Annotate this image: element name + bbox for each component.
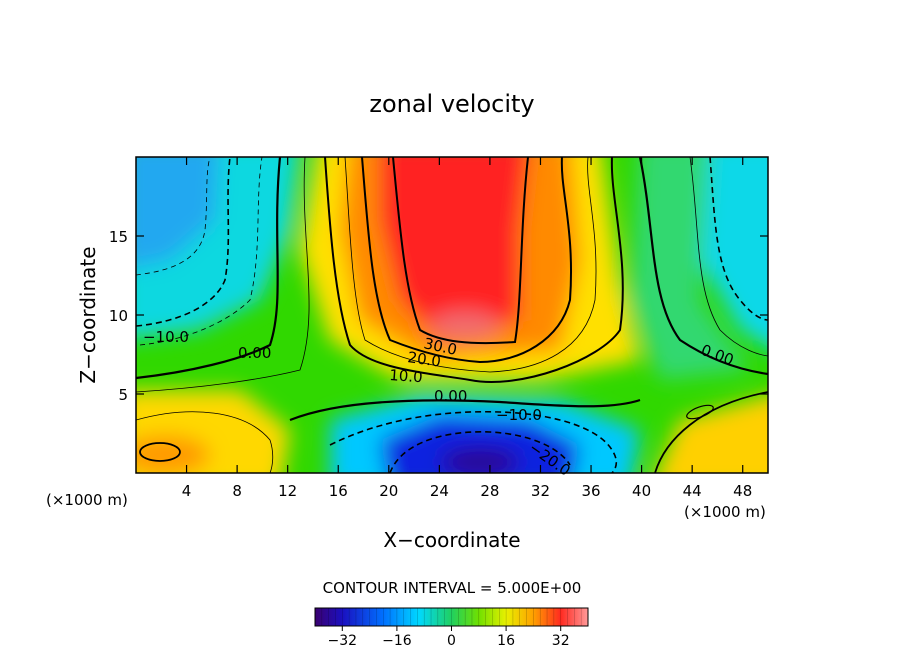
region-red-core bbox=[380, 157, 529, 340]
colorbar-tick-label: −32 bbox=[328, 633, 358, 649]
contour-neg15-left bbox=[136, 157, 211, 276]
colorbar-tick-label: 0 bbox=[447, 633, 456, 649]
region-upper-right-green bbox=[630, 157, 750, 380]
contour-10-col-left bbox=[324, 157, 624, 383]
x-tick-label: 16 bbox=[329, 482, 348, 500]
contour-lower-left-loop bbox=[139, 442, 181, 462]
x-unit-right: (×1000 m) bbox=[684, 503, 766, 521]
contour-field bbox=[136, 157, 768, 473]
contour-label: 10.0 bbox=[389, 366, 424, 386]
contour-neg20-mid bbox=[389, 431, 571, 473]
x-tick-label: 44 bbox=[683, 482, 702, 500]
contour-lower-right-loop bbox=[686, 404, 714, 420]
x-unit-left: (×1000 m) bbox=[46, 491, 128, 509]
colorbar-stripes bbox=[321, 608, 582, 626]
x-tick-label: 12 bbox=[278, 482, 297, 500]
colorbar-tick-label: −16 bbox=[382, 633, 412, 649]
chart-title: zonal velocity bbox=[369, 90, 534, 118]
y-tick-label: 10 bbox=[109, 307, 128, 325]
x-axis-label: X−coordinate bbox=[383, 528, 520, 552]
x-tick-label: 48 bbox=[733, 482, 752, 500]
contour-thin-left-2 bbox=[139, 157, 263, 346]
contour-lower-left-arc bbox=[136, 411, 274, 473]
contour-label: −10.0 bbox=[496, 406, 542, 424]
region-lower-mid-blue bbox=[380, 415, 580, 473]
contour-zero-mid bbox=[289, 398, 641, 422]
contour-thin-col-1 bbox=[344, 157, 597, 373]
contour-thin-left-1 bbox=[136, 157, 310, 393]
colorbar-ticks: −32 −16 0 16 32 bbox=[328, 626, 570, 649]
contour-neg10-right bbox=[709, 157, 768, 321]
contour-zero-left bbox=[136, 157, 282, 380]
x-tick-label: 24 bbox=[430, 482, 449, 500]
x-tick-label: 20 bbox=[379, 482, 398, 500]
y-axis-label: Z−coordinate bbox=[76, 246, 100, 383]
contour-interval-text: CONTOUR INTERVAL = 5.000E+00 bbox=[323, 579, 582, 597]
x-tick-label: 32 bbox=[531, 482, 550, 500]
region-upper-right-cyan bbox=[700, 157, 768, 347]
x-tick-label: 8 bbox=[232, 482, 242, 500]
x-tick-label: 28 bbox=[480, 482, 499, 500]
contour-zero-right bbox=[638, 157, 768, 376]
region-lower-right-yellow bbox=[657, 396, 768, 473]
contour-label: 0.00 bbox=[238, 344, 271, 362]
region-lower-left-orange bbox=[136, 435, 210, 473]
region-upper-left-blue bbox=[136, 157, 219, 267]
contour-label: 0.00 bbox=[434, 387, 467, 405]
contour-thin-right bbox=[689, 157, 768, 357]
region-red-max bbox=[430, 311, 500, 339]
x-tick-label: 40 bbox=[632, 482, 651, 500]
contour-lower-right-arc bbox=[654, 391, 768, 473]
region-lower-mid-min bbox=[440, 448, 520, 473]
contour-label: −10.0 bbox=[143, 328, 189, 346]
contour-20 bbox=[361, 157, 573, 364]
y-tick-label: 5 bbox=[118, 386, 128, 404]
contour-neg10-left bbox=[136, 157, 231, 327]
colorbar-tick-label: 32 bbox=[552, 633, 570, 649]
x-tick-label: 4 bbox=[182, 482, 192, 500]
y-tick-label: 15 bbox=[109, 228, 128, 246]
x-axis-ticks: 4 8 12 16 20 24 28 32 36 40 44 48 bbox=[182, 157, 752, 500]
colorbar: −32 −16 0 16 32 bbox=[314, 607, 589, 649]
contour-lines bbox=[136, 157, 768, 473]
contour-label: 20.0 bbox=[406, 348, 442, 370]
y-axis-ticks: 5 10 15 bbox=[109, 228, 768, 404]
colorbar-tick-label: 16 bbox=[497, 633, 515, 649]
x-tick-label: 36 bbox=[581, 482, 600, 500]
contour-30 bbox=[392, 157, 529, 345]
